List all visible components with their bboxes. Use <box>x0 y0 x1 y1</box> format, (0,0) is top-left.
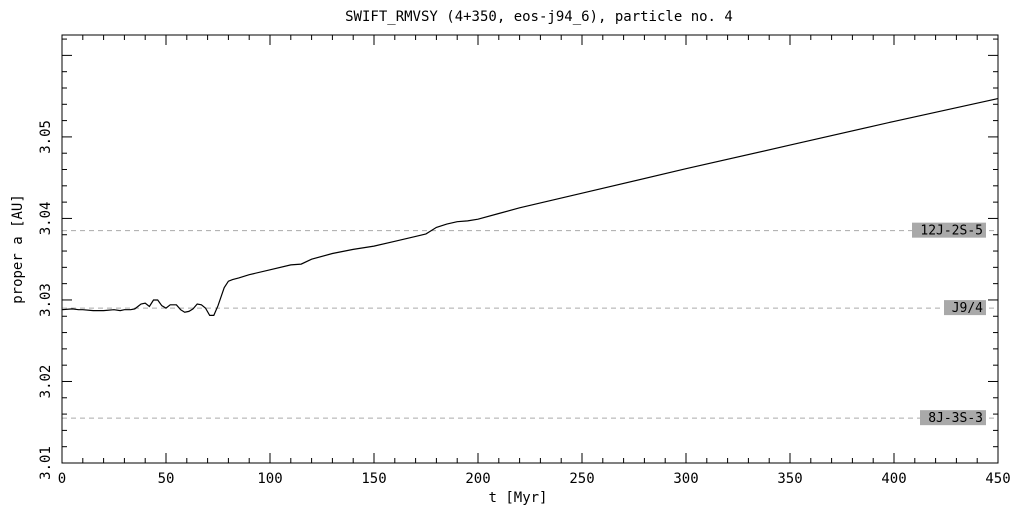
x-tick-label: 300 <box>673 471 698 487</box>
y-tick-label: 3.05 <box>38 120 54 154</box>
resonance-label-box <box>944 300 986 316</box>
x-tick-label: 200 <box>465 471 490 487</box>
y-tick-labels: 3.01 3.02 3.03 3.04 3.05 <box>38 120 54 480</box>
series-line <box>61 98 999 316</box>
x-tick-labels: 0 50 100 150 200 250 300 350 400 450 <box>58 471 1011 487</box>
plot-frame <box>61 34 999 464</box>
resonance-label-box <box>912 222 986 238</box>
resonance-label: 12J-2S-5 <box>920 224 983 239</box>
x-tick-label: 150 <box>361 471 386 487</box>
x-tick-label: 350 <box>777 471 802 487</box>
x-axis-label: t [Myr] <box>488 490 547 506</box>
y-tick-label: 3.03 <box>38 283 54 317</box>
resonance-lines: 12J-2S-5 J9/4 8J-3S-3 <box>62 222 998 426</box>
x-tick-label: 50 <box>158 471 175 487</box>
chart-title: SWIFT_RMVSY (4+350, eos-j94_6), particle… <box>345 9 733 25</box>
axis-ticks <box>61 35 999 464</box>
x-tick-label: 100 <box>257 471 282 487</box>
x-tick-label: 400 <box>881 471 906 487</box>
series-lines <box>61 98 999 316</box>
y-axis-label: proper a [AU] <box>10 194 26 304</box>
x-tick-label: 450 <box>985 471 1010 487</box>
resonance-label: 8J-3S-3 <box>928 411 983 426</box>
x-tick-label: 250 <box>569 471 594 487</box>
y-tick-label: 3.01 <box>38 446 54 480</box>
y-tick-label: 3.02 <box>38 365 54 399</box>
resonance-label-box <box>920 410 986 426</box>
resonance-label: J9/4 <box>952 301 983 316</box>
x-tick-label: 0 <box>58 471 66 487</box>
y-tick-label: 3.04 <box>38 202 54 236</box>
